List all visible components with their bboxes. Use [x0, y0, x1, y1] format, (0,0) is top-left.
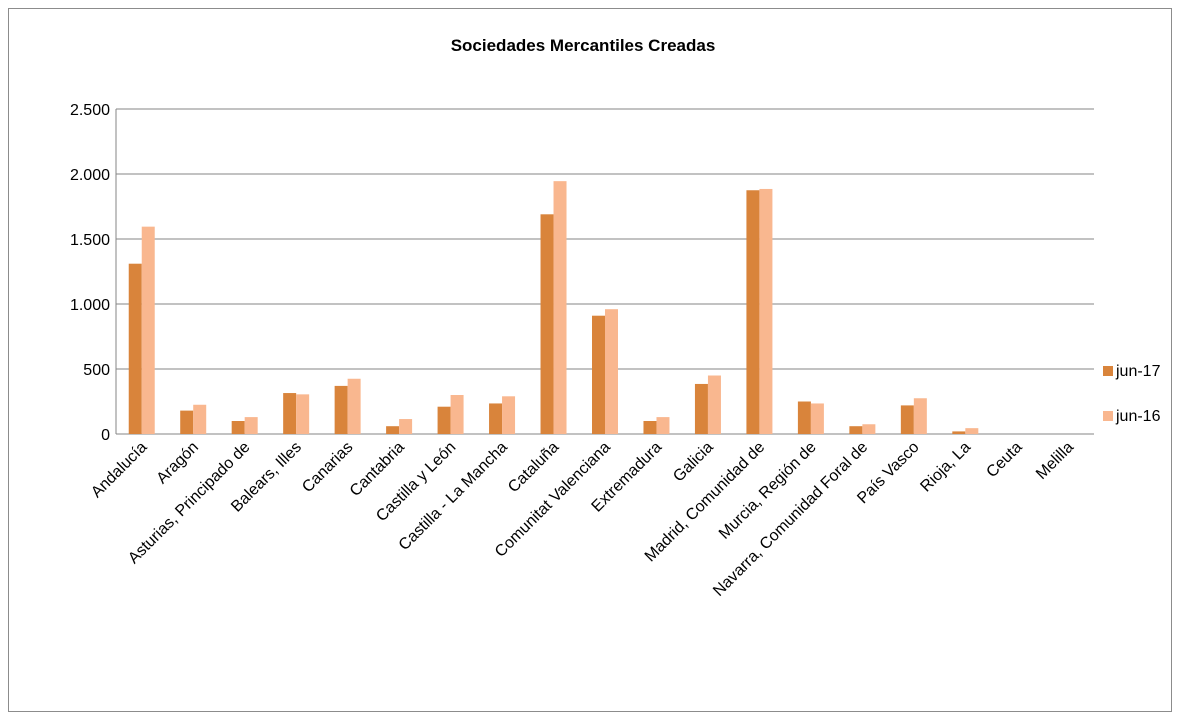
bar-jun-16: [296, 394, 310, 434]
bar-jun-17: [334, 385, 348, 434]
chart-title: Sociedades Mercantiles Creadas: [451, 36, 716, 55]
y-tick-label: 0: [101, 427, 110, 444]
x-tick-label: Andalucía: [88, 439, 150, 501]
legend-swatch: [1103, 411, 1113, 421]
y-axis-ticks: 0 500 1.000 1.500 2.000 2.500: [70, 102, 110, 444]
bar-jun-16: [502, 396, 516, 434]
y-tick-label: 1.500: [70, 232, 110, 249]
bar-jun-16: [141, 226, 155, 434]
bar-jun-17: [694, 383, 708, 434]
bar-jun-16: [605, 309, 618, 434]
legend-label: jun-17: [1115, 363, 1161, 380]
bar-jun-17: [540, 214, 554, 434]
bar-jun-17: [386, 426, 400, 434]
bar-jun-16: [862, 424, 876, 434]
chart-frame: Sociedades Mercantiles Creadas 0 500 1.000…: [8, 8, 1172, 712]
bar-jun-17: [797, 401, 811, 434]
bar-jun-16: [759, 188, 773, 434]
legend-swatch: [1103, 366, 1113, 376]
bar-jun-17: [437, 406, 451, 434]
legend: jun-17 jun-16: [1103, 363, 1161, 425]
bar-jun-16: [193, 404, 207, 434]
bar-jun-17: [283, 393, 297, 434]
bar-jun-16: [810, 403, 824, 434]
bar-jun-16: [450, 395, 464, 434]
bar-jun-17: [643, 421, 657, 434]
bar-jun-16: [244, 417, 258, 434]
bar-chart: Sociedades Mercantiles Creadas 0 500 1.000…: [70, 36, 1161, 600]
bar-jun-17: [592, 315, 605, 434]
bar-jun-16: [399, 419, 413, 434]
bar-jun-17: [900, 405, 914, 434]
y-tick-label: 2.000: [70, 167, 110, 184]
gridlines: [115, 108, 1094, 435]
x-tick-label: Ceuta: [983, 439, 1025, 481]
x-tick-label: Rioja, La: [917, 439, 974, 496]
y-tick-label: 2.500: [70, 102, 110, 119]
bar-jun-16: [965, 428, 979, 434]
x-tick-label: Murcia, Región de: [716, 439, 820, 543]
bar-jun-17: [849, 426, 863, 434]
bar-jun-16: [553, 181, 567, 434]
bars: [128, 181, 979, 434]
x-tick-label: Aragón: [154, 439, 203, 488]
x-tick-label: Melilla: [1033, 439, 1077, 483]
bar-jun-16: [707, 375, 721, 434]
bar-jun-17: [231, 421, 245, 434]
bar-jun-17: [489, 403, 503, 434]
bar-jun-17: [128, 263, 142, 434]
y-tick-label: 500: [83, 362, 110, 379]
bar-jun-17: [952, 431, 966, 434]
bar-jun-17: [180, 410, 194, 434]
bar-jun-16: [347, 378, 361, 434]
legend-label: jun-16: [1115, 408, 1161, 425]
bar-jun-16: [656, 417, 670, 434]
bar-jun-16: [913, 398, 927, 434]
y-tick-label: 1.000: [70, 297, 110, 314]
bar-jun-17: [746, 190, 760, 434]
x-tick-label: Galicia: [670, 439, 717, 486]
